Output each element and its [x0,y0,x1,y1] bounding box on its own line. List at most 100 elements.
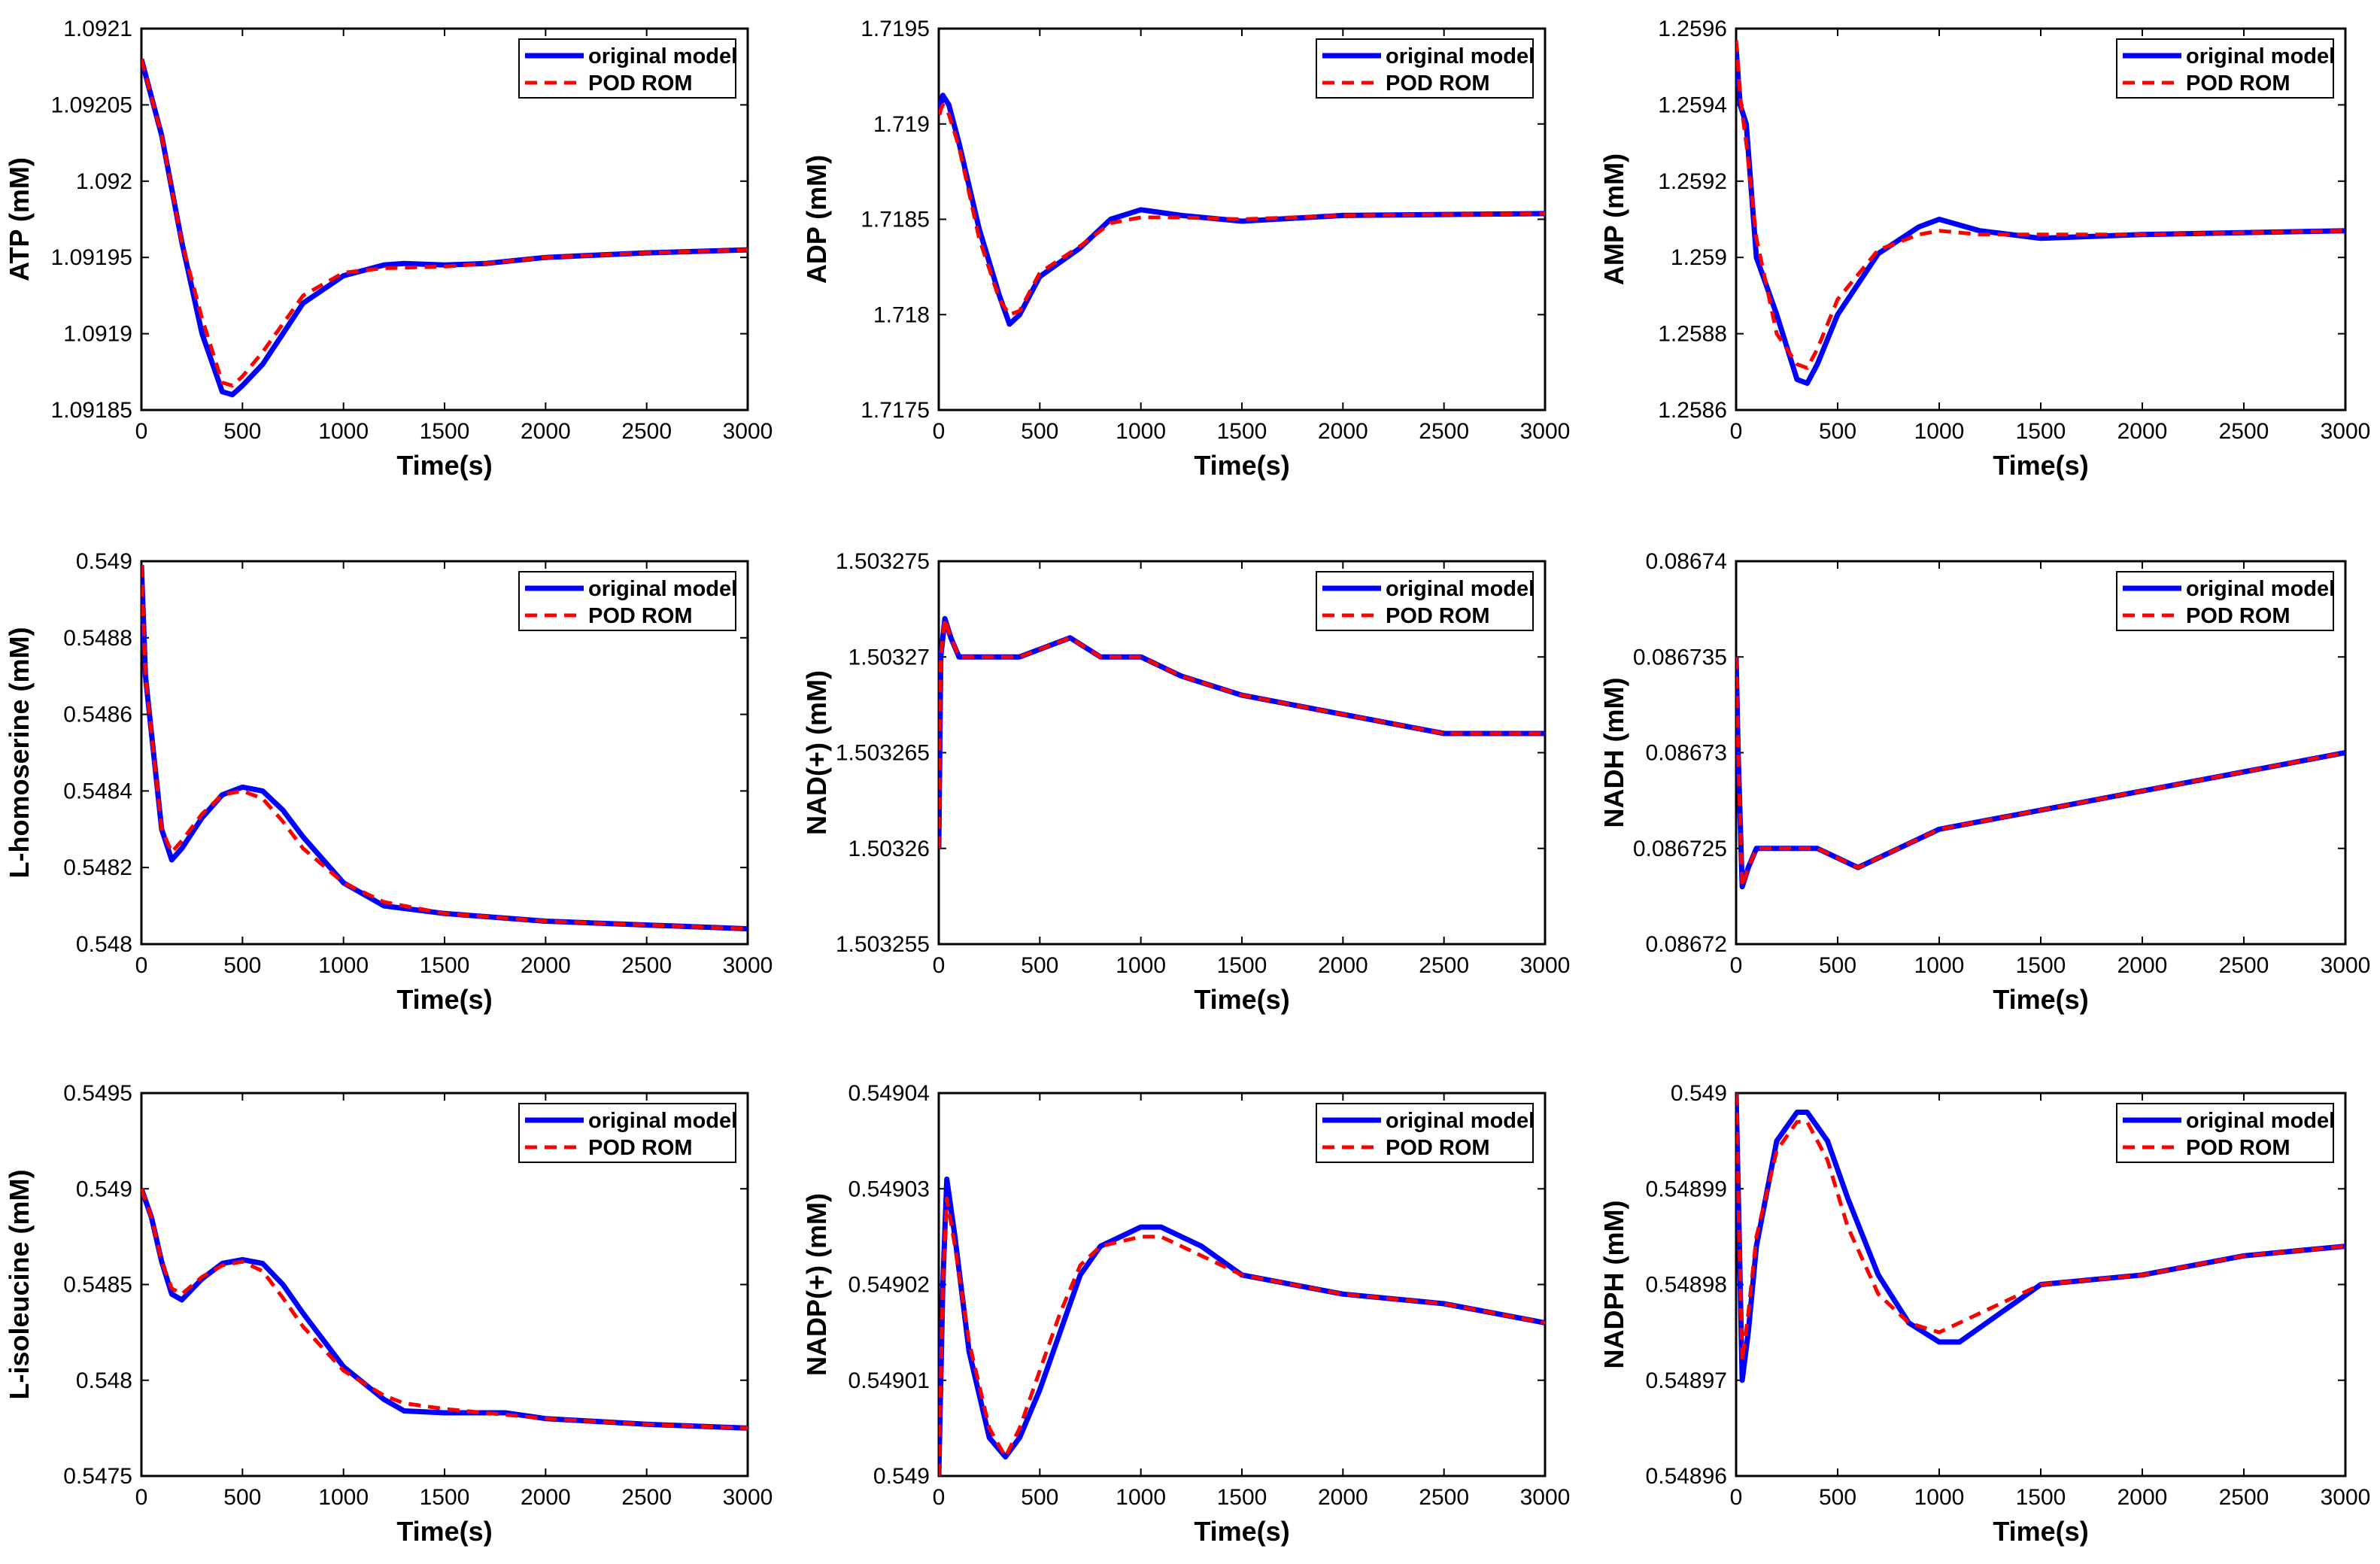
y-tick-label: 0.5484 [63,779,132,803]
legend-rom-label: POD ROM [1386,604,1490,628]
x-tick-label: 2500 [621,1485,672,1510]
y-tick-label: 0.54901 [848,1368,930,1393]
y-tick-label: 1.09205 [51,93,132,117]
x-tick-label: 500 [1021,419,1058,444]
legend-box [2116,38,2334,99]
legend-original-label: original model [1386,1109,1535,1133]
y-tick-label: 0.548 [76,1368,132,1393]
x-tick-label: 1500 [420,953,470,978]
legend-box [2116,1103,2334,1163]
y-axis-label: NADH (mM) [1598,678,1629,828]
chart-panel: 0 500 1000 1500 2000 2500 3000 1.7175 1.718 1.718… [801,17,1570,481]
legend: original model POD ROM [1316,38,1535,99]
y-tick-label: 0.54904 [848,1081,930,1106]
chart-panel: 0 500 1000 1500 2000 2500 3000 1.09185 1.0919 1.0… [4,17,773,481]
legend-original-label: original model [588,44,737,68]
x-tick-label: 500 [1819,1485,1856,1510]
legend-original-label: original model [1386,44,1535,68]
y-tick-label: 1.503255 [836,932,930,957]
x-axis-label: Time(s) [1194,450,1289,481]
series-original-model-line [1736,47,2345,386]
legend: original model POD ROM [2116,1103,2335,1163]
y-tick-label: 1.503275 [836,549,930,574]
y-tick-label: 0.549 [76,1177,132,1201]
y-tick-label: 0.5482 [63,855,132,880]
x-tick-label: 1000 [318,953,369,978]
y-tick-label: 0.086725 [1633,837,1727,861]
chart-panel: 0 500 1000 1500 2000 2500 3000 0.5475 0.548 0.548… [4,1081,773,1547]
y-tick-label: 1.09195 [51,245,132,270]
x-tick-label: 2500 [1419,419,1469,444]
y-tick-label: 0.5486 [63,703,132,727]
legend: original model POD ROM [2116,571,2335,631]
legend-box [518,38,736,99]
y-tick-label: 1.09185 [51,398,132,423]
y-tick-label: 1.50327 [848,645,930,670]
x-tick-label: 1000 [1914,1485,1965,1510]
y-tick-label: 1.2586 [1658,398,1727,423]
y-axis-label: ADP (mM) [801,155,832,284]
series-pod-rom-line [1736,657,2345,889]
legend-rom-label: POD ROM [588,1136,693,1160]
x-tick-label: 1000 [1914,419,1965,444]
y-axis-label: AMP (mM) [1598,153,1629,285]
x-tick-label: 3000 [723,953,773,978]
x-tick-label: 1500 [2016,419,2066,444]
legend-box [1316,38,1534,99]
series-pod-rom-line [939,102,1545,317]
x-axis-label: Time(s) [1993,1516,2088,1547]
x-tick-label: 1500 [420,1485,470,1510]
chart-panel: 0 500 1000 1500 2000 2500 3000 0.549 0.54901 0.54… [801,1081,1570,1547]
x-tick-label: 2000 [1318,419,1368,444]
y-tick-label: 1.2594 [1658,93,1727,117]
x-tick-label: 3000 [1520,953,1571,978]
y-tick-label: 1.2596 [1658,17,1727,41]
x-tick-label: 3000 [2321,953,2371,978]
y-axis-label: NADP(+) (mM) [801,1193,832,1376]
legend: original model POD ROM [518,571,737,631]
x-tick-label: 3000 [723,419,773,444]
y-axis-label: L-isoleucine (mM) [4,1169,35,1399]
y-tick-label: 0.5495 [63,1081,132,1106]
y-tick-label: 0.086735 [1633,645,1727,670]
x-tick-label: 3000 [1520,1485,1571,1510]
x-tick-label: 0 [135,1485,148,1510]
legend-rom-label: POD ROM [2186,604,2290,628]
x-tick-label: 2500 [621,953,672,978]
x-tick-label: 1000 [1116,419,1166,444]
series-pod-rom-line [141,58,748,388]
x-tick-label: 500 [1021,1485,1058,1510]
x-tick-label: 1000 [1116,953,1166,978]
legend-rom-label: POD ROM [588,71,693,96]
chart-panel: 0 500 1000 1500 2000 2500 3000 1.2586 1.2588 1.25… [1598,17,2370,481]
y-tick-label: 1.2588 [1658,322,1727,347]
y-tick-label: 0.08674 [1646,549,1727,574]
x-tick-label: 500 [223,953,261,978]
legend-rom-label: POD ROM [588,604,693,628]
x-tick-label: 2500 [1419,1485,1469,1510]
legend-box [1316,571,1534,631]
y-tick-label: 1.718 [873,302,930,327]
y-tick-label: 0.08673 [1646,741,1727,766]
legend-original-label: original model [588,577,737,601]
x-tick-label: 1000 [1914,953,1965,978]
x-tick-label: 2500 [1419,953,1469,978]
x-tick-label: 500 [1819,419,1856,444]
x-tick-label: 1000 [318,1485,369,1510]
x-tick-label: 2500 [621,419,672,444]
x-tick-label: 2500 [2219,1485,2269,1510]
chart-panel: 0 500 1000 1500 2000 2500 3000 1.503255 1.50326 1… [801,549,1570,1015]
y-tick-label: 1.719 [873,112,930,137]
series-pod-rom-line [141,1188,748,1430]
y-tick-label: 0.5488 [63,626,132,651]
x-tick-label: 2000 [521,1485,571,1510]
x-tick-label: 500 [223,419,261,444]
x-tick-label: 3000 [723,1485,773,1510]
legend-rom-label: POD ROM [2186,1136,2290,1160]
x-tick-label: 3000 [1520,419,1571,444]
x-tick-label: 2000 [1318,953,1368,978]
legend-original-label: original model [1386,577,1535,601]
x-tick-label: 1000 [318,419,369,444]
y-tick-label: 0.54902 [848,1273,930,1298]
x-tick-label: 0 [933,419,946,444]
